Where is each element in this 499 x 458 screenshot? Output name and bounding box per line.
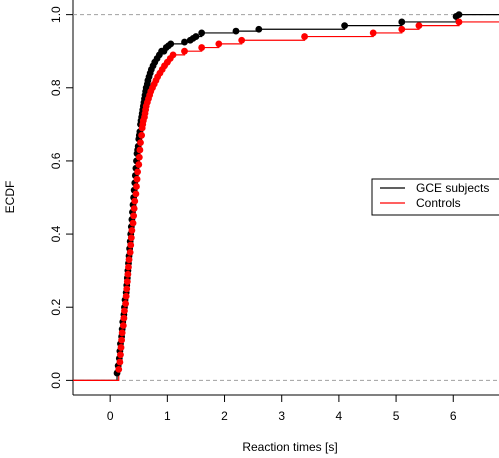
data-point [131,197,139,205]
data-point [455,11,463,19]
y-tick-label-0: 0.0 [49,372,63,389]
data-point [167,40,175,48]
data-point [198,29,206,37]
x-tick-label-5: 5 [393,409,400,423]
data-point [255,25,263,33]
data-point [132,190,140,198]
data-point [135,161,143,168]
x-tick-label-6: 6 [450,409,457,423]
data-point [301,33,308,40]
ecdf-points [113,11,463,377]
data-point [119,322,127,329]
data-point [126,248,134,256]
data-point [115,365,123,373]
data-point [117,344,125,351]
x-tick-label-1: 1 [164,409,171,423]
data-point [122,300,130,307]
data-point [238,36,246,44]
data-point [124,270,132,278]
data-point [127,234,135,242]
data-point [118,329,126,337]
data-point [169,51,177,59]
data-point [129,219,137,227]
data-point [121,307,128,315]
y-tick-label-3: 0.6 [49,152,63,169]
y-tick-label-4: 0.8 [49,79,63,96]
data-point [128,227,136,234]
y-axis: 0.0 0.2 0.4 0.6 0.8 1.0 [49,6,73,389]
data-point [198,44,206,51]
data-point [130,212,138,220]
data-point [415,22,423,30]
data-point [181,47,188,55]
x-tick-label-0: 0 [107,409,114,423]
y-axis-title: ECDF [3,181,17,214]
data-point [137,139,144,147]
data-point [215,40,223,48]
data-point [232,27,240,35]
y-tick-label-2: 0.4 [49,225,63,242]
x-axis: 0 1 2 3 4 5 6 [107,395,457,423]
data-point [136,146,144,154]
x-tick-label-3: 3 [278,409,285,423]
data-point [133,175,141,183]
data-point [398,25,406,33]
data-point [134,168,142,176]
legend-label-1: Controls [416,196,461,210]
reference-lines [73,14,499,381]
legend-box [371,178,499,216]
data-point [116,358,124,366]
data-point [133,183,140,190]
x-axis-title: Reaction times [s] [242,440,337,454]
data-point [341,22,349,30]
data-point [369,29,377,37]
data-point [118,336,126,344]
data-point [120,314,128,322]
points-controls [115,18,463,373]
data-point [125,263,132,271]
data-point [125,256,133,264]
data-point [192,33,200,40]
x-tick-label-2: 2 [221,409,228,423]
data-point [122,292,130,300]
data-point [130,205,138,212]
data-point [455,18,463,26]
data-point [181,38,188,46]
y-tick-label-5: 1.0 [49,6,63,23]
data-point [398,18,406,26]
data-point [138,131,146,139]
data-point [117,351,124,359]
legend-label-0: GCE subjects [416,181,489,195]
data-point [123,285,131,293]
data-point [127,241,135,249]
data-point [135,153,143,161]
data-point [123,278,131,286]
y-tick-label-1: 0.2 [49,299,63,316]
x-tick-label-4: 4 [336,409,343,423]
